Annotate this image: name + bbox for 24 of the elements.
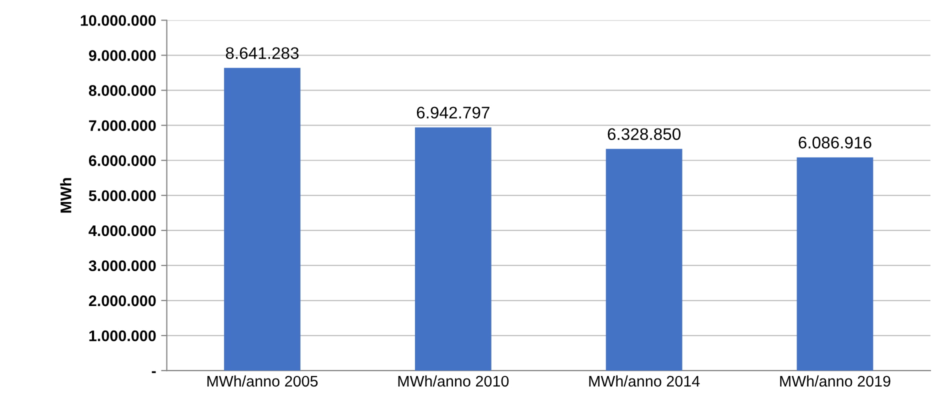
data-label: 6.328.850 (608, 128, 680, 140)
y-tick-label: 1.000.000 (89, 330, 156, 342)
y-axis-title: MWh (60, 178, 72, 213)
bar (224, 68, 300, 371)
x-tick-label: MWh/anno 2014 (589, 375, 700, 387)
data-label: 6.942.797 (416, 106, 490, 118)
data-label: 8.641.283 (226, 47, 299, 59)
y-tick-label: - (152, 371, 156, 374)
x-tick-label: MWh/anno 2010 (398, 375, 509, 387)
y-tick-label: 9.000.000 (88, 50, 156, 61)
data-label: 6.086.916 (798, 136, 872, 148)
y-tick-label: 5.000.000 (88, 190, 156, 202)
y-tick-label: 6.000.000 (88, 155, 156, 166)
x-tick-label: MWh/anno 2005 (207, 375, 318, 387)
x-tick-label: MWh/anno 2019 (780, 375, 890, 387)
y-tick-label: 4.000.000 (88, 225, 156, 236)
y-tick-label: 10.000.000 (80, 15, 156, 26)
bar (606, 148, 682, 371)
bar (796, 157, 874, 371)
bar (414, 127, 492, 371)
y-tick-label: 8.000.000 (88, 85, 156, 96)
y-tick-label: 3.000.000 (88, 260, 156, 272)
y-tick-label: 7.000.000 (89, 120, 156, 132)
y-tick-label: 2.000.000 (88, 295, 156, 306)
